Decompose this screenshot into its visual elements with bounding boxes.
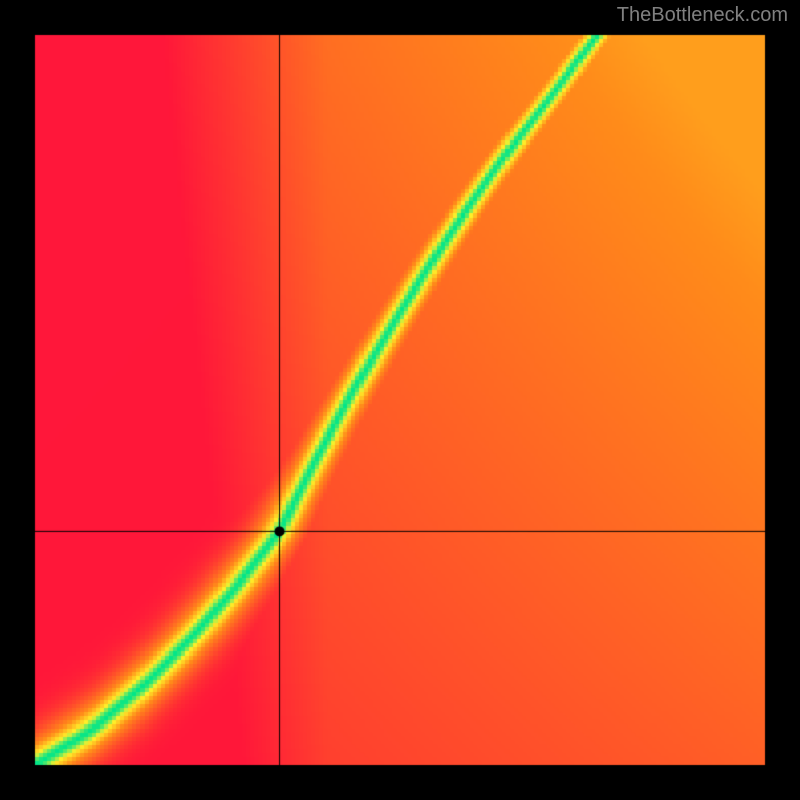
bottleneck-heatmap-chart (0, 0, 800, 800)
watermark: TheBottleneck.com (617, 4, 788, 27)
